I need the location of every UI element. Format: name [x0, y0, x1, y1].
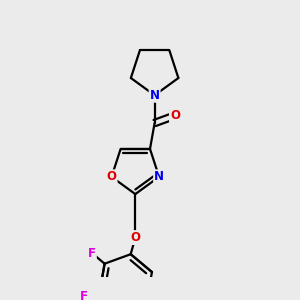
- Text: O: O: [106, 170, 117, 183]
- Text: O: O: [130, 231, 140, 244]
- Text: N: N: [150, 89, 160, 102]
- Text: O: O: [170, 109, 180, 122]
- Text: N: N: [154, 170, 164, 183]
- Text: F: F: [80, 290, 88, 300]
- Text: F: F: [88, 247, 96, 260]
